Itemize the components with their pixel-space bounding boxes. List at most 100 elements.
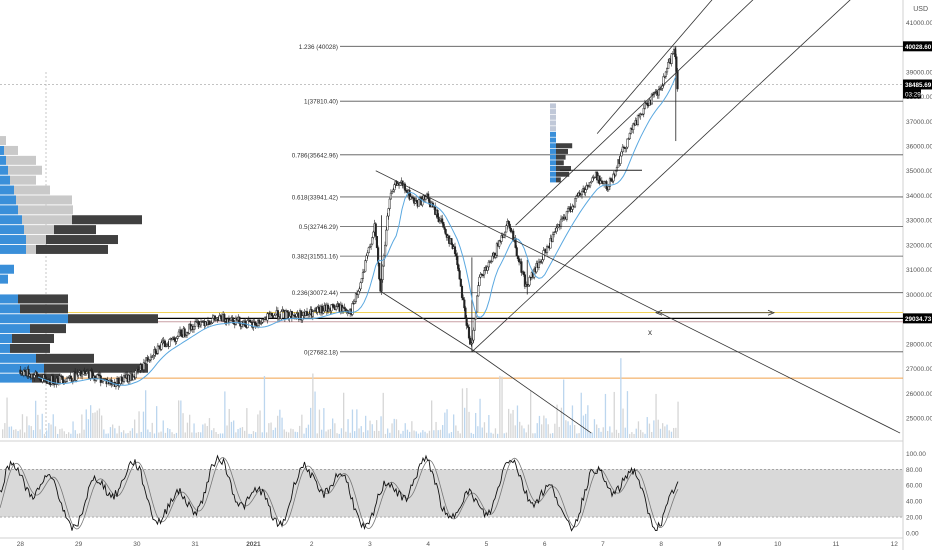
session-profile-bar [556,171,570,177]
candle-body [177,331,180,337]
candle-body [576,195,579,197]
candle-body [552,232,556,235]
volume-profile-bar [10,175,36,185]
stochastic-oscillator-panel[interactable] [0,454,903,532]
volume-bar [175,432,178,438]
volume-bar [475,412,477,438]
candle-body [238,316,241,324]
volume-bar [670,431,673,438]
candle-body [43,374,46,378]
volume-bar [28,425,30,438]
session-profile-bar [550,131,556,137]
volume-bar [281,417,283,438]
volume-bar [536,423,538,438]
volume-bar [569,425,571,438]
countdown-badge [903,89,921,99]
volume-bar [46,430,48,438]
candle-body [495,243,498,256]
volume-bar [466,388,468,438]
volume-bar [523,428,525,438]
volume-bar [420,432,422,438]
ascending-channel-upper [515,0,754,226]
candle-body [372,231,375,238]
candle-body [628,133,631,139]
volume-bar [514,425,516,438]
volume-bar [288,432,290,438]
candle-body [79,370,83,377]
volume-profile-bar [0,343,10,353]
candle-body [337,303,340,308]
volume-bar [631,432,633,438]
candle-body [262,318,265,321]
volume-profile-bar [0,185,14,195]
volume-bar [206,426,208,438]
candle-body [77,372,80,376]
candle-body [391,191,394,194]
volume-bar [279,409,281,438]
candle-body [260,321,263,324]
volume-bar [659,428,662,438]
volume-profile-bar [18,205,73,215]
volume-bar [74,430,76,438]
volume-bar [657,419,659,438]
time-tick-label: 2021 [246,541,261,548]
time-axis[interactable]: 28 29 30 31 2021 2 3 4 5 6 7 8 9 10 11 12 [17,541,898,548]
time-tick-label: 8 [659,541,663,548]
volume-bar [222,433,224,438]
candle-body [218,315,221,321]
volume-bar [162,420,164,438]
price-badge [903,79,932,90]
volume-bar [477,426,479,438]
candle-body [232,319,235,324]
volume-bar [259,410,261,438]
volume-bar [587,405,589,438]
volume-bar [424,431,426,438]
stochastic-tick-label: 0.00 [906,531,919,538]
volume-bar [10,426,13,438]
volume-bar [285,431,288,438]
candle-body [100,381,104,383]
candle-body [71,380,74,382]
volume-bar [37,414,39,438]
price-tick-label: 27000.00 [906,366,932,373]
candle-body [231,317,234,321]
time-tick-label: 2 [310,541,314,548]
candle-body [554,231,557,233]
volume-bar [178,400,180,438]
volume-bar [294,431,296,438]
candle-body [632,123,635,131]
fib-level-label: 0.236(30072.44) [292,290,338,297]
volume-profile-bar [0,235,26,245]
volume-bar [624,427,626,438]
volume-profile-bar [20,304,68,314]
candle-body [523,274,526,287]
volume-bar [613,391,615,438]
volume-bar [512,409,514,438]
candle-body [571,205,574,210]
candle-body [149,356,152,361]
candle-body [248,319,251,322]
volume-bar [98,408,101,438]
volume-profile-bar [0,373,32,383]
volume-bar [52,414,54,438]
candle-body [458,270,461,280]
candle-body [44,376,48,382]
candle-body [194,321,197,327]
volume-profile-bar [0,136,6,146]
candle-body [559,218,563,227]
price-badge [903,41,932,52]
volume-bar [266,432,268,438]
candle-body [114,383,117,387]
session-profile-bar [550,154,556,160]
volume-bar [142,411,145,438]
candle-body [192,326,196,330]
volume-bar [149,432,151,438]
main-price-panel[interactable]: 1.236 (40028) 1(37810.40) 0.786(35642.96) 0… [0,0,912,550]
candle-body [573,198,577,208]
volume-bar [39,429,41,438]
candle-body [273,315,276,319]
price-axis[interactable]: 41000.0040000.0039000.0038000.0037000.00… [903,20,932,538]
candle-body [90,370,93,373]
volume-bar [164,432,167,438]
